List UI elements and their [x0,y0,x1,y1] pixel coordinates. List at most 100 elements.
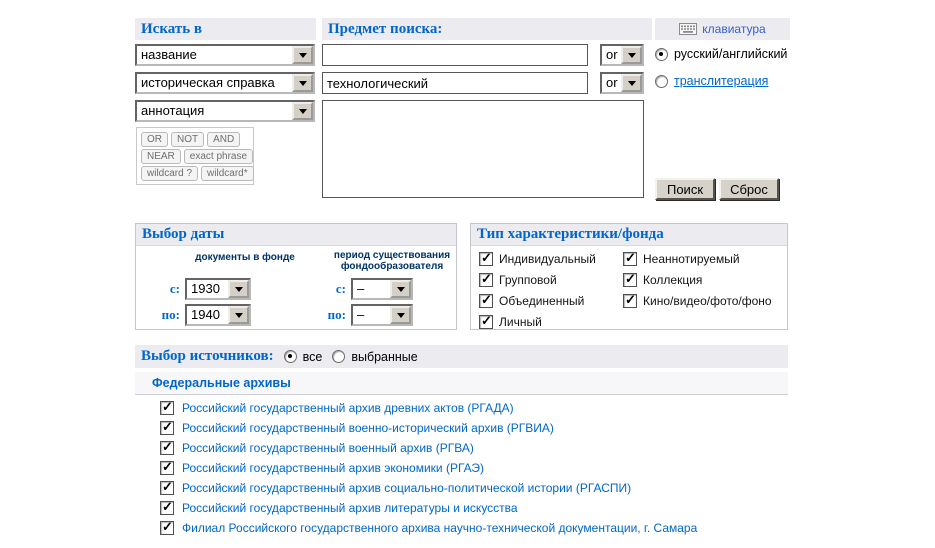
archive-checkbox[interactable] [160,439,174,455]
field-select-2[interactable]: историческая справка [135,72,315,94]
creator-to-row: по: – [318,304,413,326]
docs-from-row: с: 1930 [152,278,251,300]
archive-link[interactable]: Российский государственный архив социаль… [182,481,632,495]
type-row: Коллекция [623,271,702,287]
chevron-down-icon [298,108,307,114]
creator-from-value: – [357,281,365,296]
archive-row: Филиал Российского государственного архи… [160,519,698,535]
archive-link[interactable]: Российский государственный архив экономи… [182,461,485,475]
boolean-op-select-2[interactable]: or [600,72,644,94]
archive-link[interactable]: Филиал Российского государственного архи… [182,521,698,535]
federal-archives-header: Федеральные архивы [135,372,788,395]
op-wildcard-star-button[interactable]: wildcard* [201,166,254,181]
operators-panel: OR NOT AND NEAR exact phrase wildcard ? … [136,127,254,185]
date-panel-header: Выбор даты [136,224,456,246]
radio-russian-english[interactable] [655,47,668,61]
archive-checkbox[interactable] [160,419,174,435]
radio-selected-sources[interactable] [332,350,346,363]
from-label: с: [169,281,180,296]
docs-to-value: 1940 [191,307,220,322]
reset-button[interactable]: Сброс [719,178,779,200]
type-row: Групповой [479,271,557,287]
docs-to-arrow[interactable] [228,306,249,324]
field-select-3[interactable]: аннотация [135,100,315,122]
sources-title: Выбор источников: [141,348,274,364]
boolean-op-select-1-arrow[interactable] [621,46,642,64]
archive-link[interactable]: Российский государственный архив литерат… [182,501,518,515]
creator-period-label: период существования фондообразователя [333,250,451,272]
to-label: по: [327,307,346,322]
search-term-input-2[interactable] [322,72,588,94]
search-in-header: Искать в [135,18,316,40]
type-row: Индивидуальный [479,250,596,266]
type-checkbox-personal[interactable] [479,313,493,329]
archive-checkbox[interactable] [160,459,174,475]
field-select-2-arrow[interactable] [292,74,313,92]
archive-row: Российский государственный архив древних… [160,399,514,415]
type-panel-title: Тип характеристики/фонда [477,226,664,242]
archive-row: Российский государственный архив литерат… [160,499,518,515]
transliteration-link[interactable]: транслитерация [674,74,769,88]
type-checkbox-media[interactable] [623,292,637,308]
op-exact-phrase-button[interactable]: exact phrase [183,149,254,164]
creator-to-arrow[interactable] [390,306,411,324]
op-not-button[interactable]: NOT [171,132,205,147]
type-row: Личный [479,313,542,329]
type-checkbox-collection[interactable] [623,271,637,287]
op-wildcard-q-button[interactable]: wildcard ? [141,166,199,181]
search-in-title: Искать в [141,20,203,37]
subject-header: Предмет поиска: [322,18,652,40]
archive-row: Российский государственный архив социаль… [160,479,632,495]
archive-link[interactable]: Российский государственный военный архив… [182,441,474,455]
docs-from-value: 1930 [191,281,220,296]
archive-link[interactable]: Российский государственный военно-истори… [182,421,554,435]
creator-from-select[interactable]: – [351,278,413,300]
search-term-input-1[interactable] [322,44,588,66]
docs-to-row: по: 1940 [152,304,251,326]
chevron-down-icon [627,80,636,86]
keyboard-link[interactable]: клавиатура [702,22,766,36]
radio-all-sources[interactable] [283,350,297,363]
chevron-down-icon [234,312,243,318]
field-select-1-value: название [141,47,197,62]
op-and-button[interactable]: AND [207,132,241,147]
boolean-op-select-2-arrow[interactable] [621,74,642,92]
type-checkbox-individual[interactable] [479,250,493,266]
creator-to-select[interactable]: – [351,304,413,326]
op-near-button[interactable]: NEAR [141,149,181,164]
type-label: Кино/видео/фото/фоно [643,294,772,308]
subject-title: Предмет поиска: [328,20,443,37]
type-label: Личный [499,315,542,329]
radio-transliteration[interactable] [655,74,668,88]
archive-checkbox[interactable] [160,479,174,495]
type-label: Индивидуальный [499,252,596,266]
chevron-down-icon [396,312,405,318]
archive-checkbox[interactable] [160,499,174,515]
search-button[interactable]: Поиск [655,178,715,200]
search-term-textarea[interactable] [322,100,644,198]
type-label: Групповой [499,273,557,287]
docs-to-select[interactable]: 1940 [185,304,251,326]
docs-from-select[interactable]: 1930 [185,278,251,300]
field-select-1[interactable]: название [135,44,315,66]
archive-link[interactable]: Российский государственный архив древних… [182,401,514,415]
type-row: Объединенный [479,292,585,308]
date-panel: Выбор даты документы в фонде период суще… [135,223,457,330]
type-checkbox-group[interactable] [479,271,493,287]
archive-checkbox[interactable] [160,399,174,415]
creator-to-value: – [357,307,365,322]
archive-row: Российский государственный архив экономи… [160,459,485,475]
op-or-button[interactable]: OR [141,132,168,147]
keyboard-icon [679,23,698,35]
field-select-3-arrow[interactable] [292,102,313,120]
type-label: Объединенный [499,294,585,308]
type-checkbox-united[interactable] [479,292,493,308]
archive-checkbox[interactable] [160,519,174,535]
type-checkbox-unannotated[interactable] [623,250,637,266]
creator-from-arrow[interactable] [390,280,411,298]
lang-option-row: русский/английский [655,47,787,61]
docs-from-arrow[interactable] [228,280,249,298]
boolean-op-select-1[interactable]: or [600,44,644,66]
field-select-1-arrow[interactable] [292,46,313,64]
type-panel-header: Тип характеристики/фонда [471,224,787,246]
